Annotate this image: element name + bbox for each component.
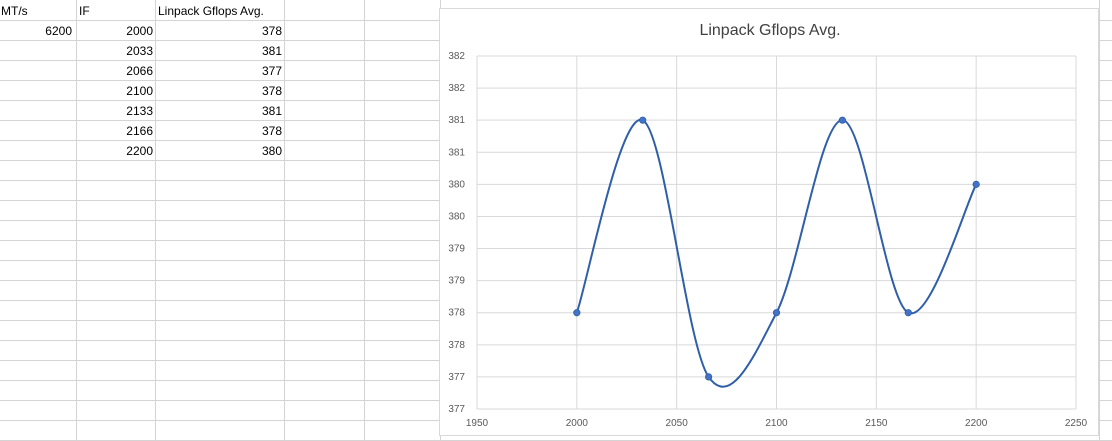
data-point[interactable]	[904, 309, 912, 317]
y-tick-label: 381	[448, 147, 465, 158]
y-tick-label: 380	[448, 211, 465, 222]
data-point[interactable]	[838, 116, 846, 124]
cell-if[interactable]: 2200	[126, 144, 153, 158]
x-tick-label: 2200	[965, 418, 988, 429]
y-tick-label: 379	[448, 244, 465, 255]
x-tick-label: 2150	[865, 418, 888, 429]
y-tick-label: 382	[448, 51, 465, 62]
cell-gflops[interactable]: 380	[261, 144, 282, 158]
data-point[interactable]	[972, 180, 980, 188]
cell-if[interactable]: 2133	[126, 104, 153, 118]
header-linpack[interactable]: Linpack Gflops Avg.	[158, 4, 264, 18]
cell-if[interactable]: 2033	[126, 44, 153, 58]
cell-gflops[interactable]: 378	[261, 124, 282, 138]
y-tick-label: 377	[448, 372, 465, 383]
header-mts[interactable]: MT/s	[1, 4, 28, 18]
cell-if[interactable]: 2000	[126, 24, 153, 38]
y-tick-label: 380	[448, 179, 465, 190]
cell-if[interactable]: 2166	[126, 124, 153, 138]
cell-mts[interactable]: 6200	[45, 24, 72, 38]
chart-canvas: Linpack Gflops Avg. 377 377 378 378 379 379 38…	[448, 22, 1088, 429]
y-tick-label: 377	[448, 404, 465, 415]
y-tick-label: 378	[448, 308, 465, 319]
y-tick-label: 381	[448, 115, 465, 126]
data-point[interactable]	[705, 373, 713, 381]
cell-gflops[interactable]: 381	[261, 44, 282, 58]
y-tick-label: 382	[448, 83, 465, 94]
header-if[interactable]: IF	[79, 4, 90, 18]
chart-title: Linpack Gflops Avg.	[699, 22, 840, 39]
y-tick-label: 379	[448, 276, 465, 287]
data-point[interactable]	[573, 309, 581, 317]
data-point[interactable]	[772, 309, 781, 317]
x-tick-label: 1950	[466, 418, 489, 429]
cell-gflops[interactable]: 378	[261, 24, 282, 38]
cell-if[interactable]: 2066	[126, 64, 153, 78]
x-tick-label: 2100	[765, 418, 788, 429]
chart-area[interactable]: Linpack Gflops Avg. 377 377 378 378 379 379 38…	[439, 8, 1099, 436]
y-tick-label: 378	[448, 340, 465, 351]
data-point[interactable]	[639, 116, 647, 124]
cell-if[interactable]: 2100	[126, 84, 153, 98]
cell-gflops[interactable]: 381	[261, 104, 282, 118]
cell-gflops[interactable]: 377	[261, 64, 282, 78]
x-tick-label: 2050	[666, 418, 689, 429]
x-tick-label: 2000	[566, 418, 589, 429]
x-tick-label: 2250	[1065, 418, 1088, 429]
cell-gflops[interactable]: 378	[261, 84, 282, 98]
